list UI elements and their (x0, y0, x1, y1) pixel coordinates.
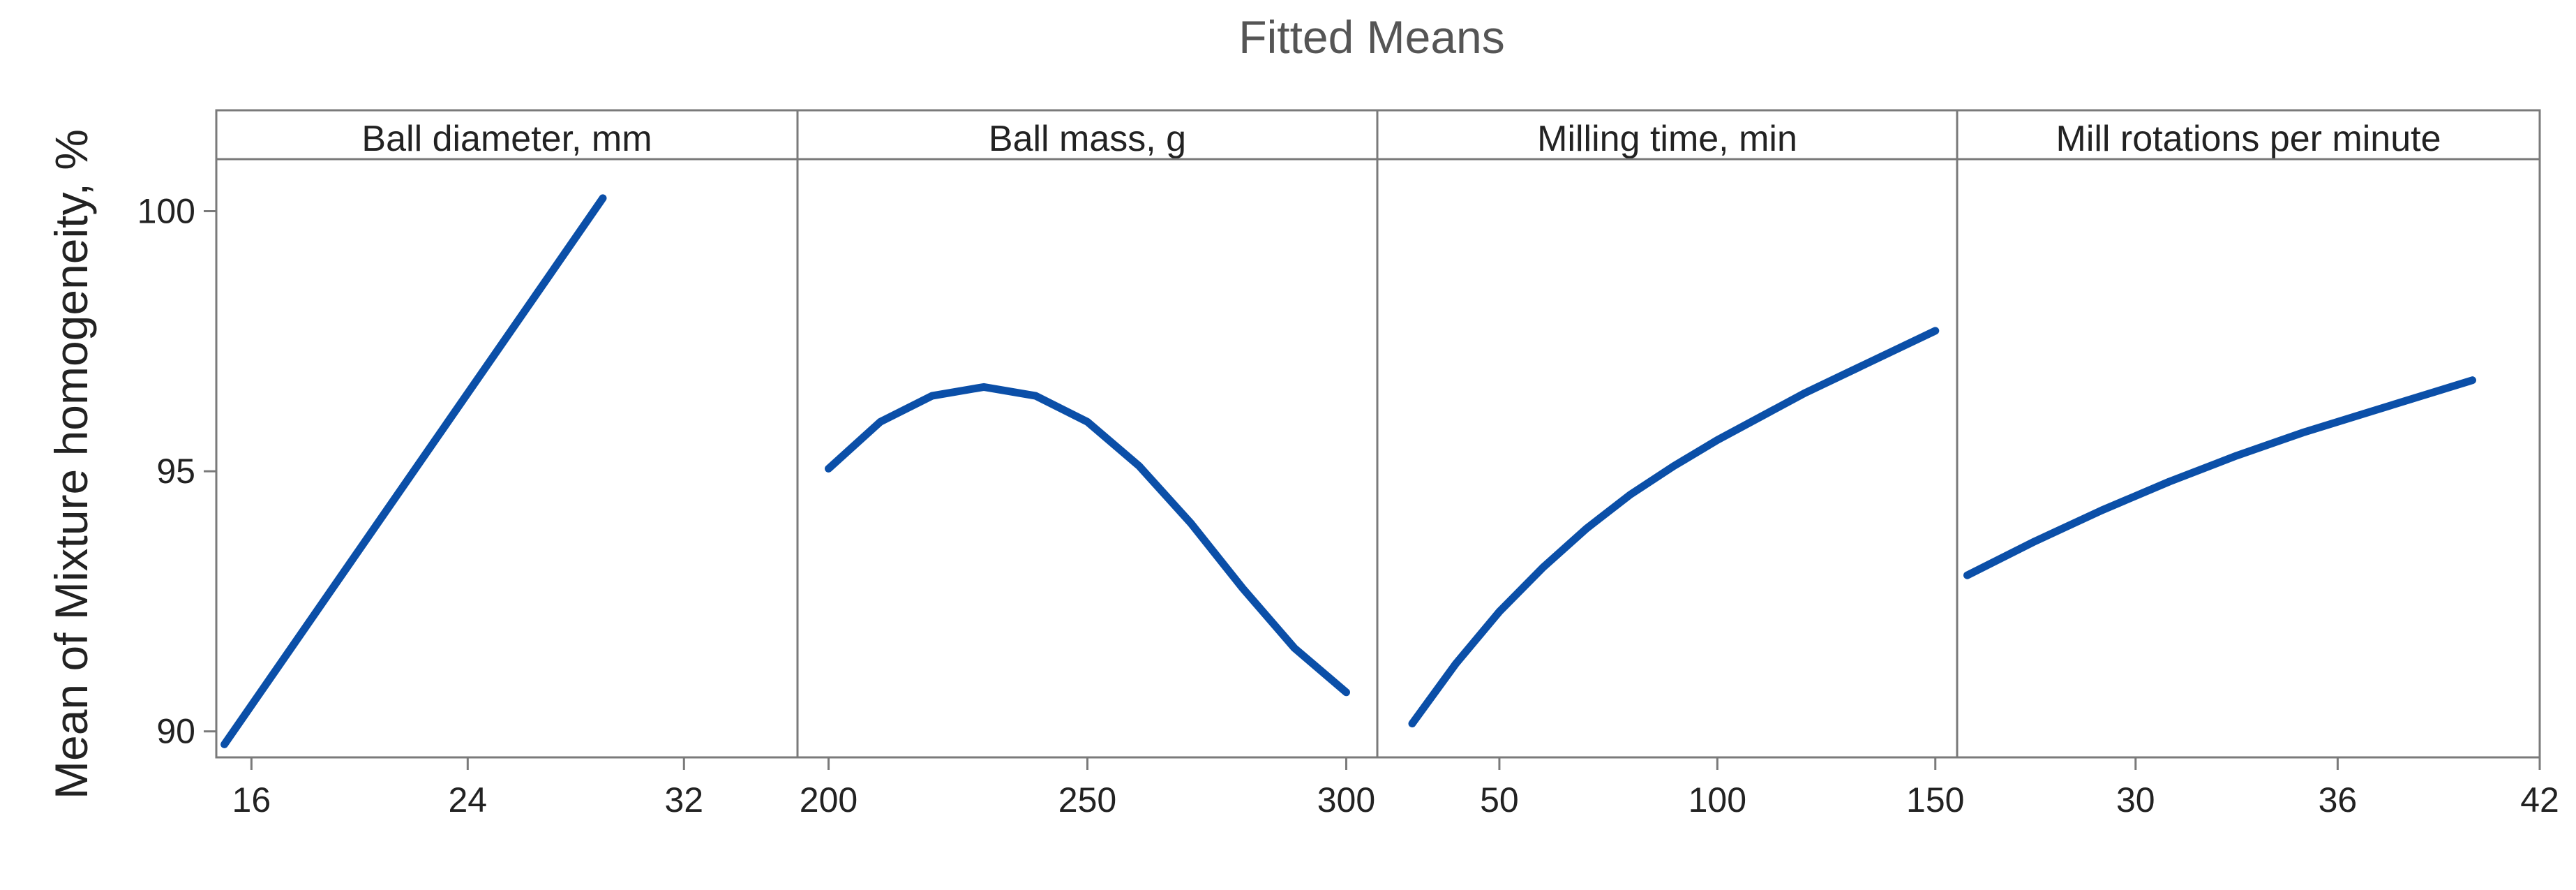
facet-panel: Milling time, min 50 100 150 (1408, 119, 1964, 819)
series-line (825, 383, 1350, 697)
series-line (1963, 376, 2476, 579)
x-tick-label: 32 (664, 780, 703, 819)
panel-label: Milling time, min (1537, 119, 1797, 159)
panel-label: Ball mass, g (989, 119, 1186, 159)
x-tick-label: 200 (800, 780, 858, 819)
x-tick-label: 300 (1317, 780, 1375, 819)
panel-label: Mill rotations per minute (2056, 119, 2441, 159)
panel-label: Ball diameter, mm (361, 119, 652, 159)
plot-frame: 90 95 100 (137, 109, 2541, 759)
x-tick-label: 36 (2319, 780, 2358, 819)
y-tick-label: 95 (156, 452, 195, 491)
x-tick-label: 16 (232, 780, 271, 819)
y-tick-label: 90 (156, 712, 195, 751)
y-tick-label: 100 (137, 192, 195, 231)
x-tick-label: 24 (449, 780, 488, 819)
chart-title: Fitted Means (1238, 11, 1505, 63)
x-tick-label: 250 (1058, 780, 1116, 819)
facet-panel: Ball mass, g 200 250 300 (800, 119, 1375, 819)
facet-panel: Mill rotations per minute 30 36 42 (1963, 119, 2559, 819)
series-line (220, 194, 607, 748)
y-axis-label: Mean of Mixture homogeneity, % (45, 129, 97, 799)
x-tick-label: 50 (1480, 780, 1519, 819)
plot-area: Ball diameter, mm 16 24 32 Ball mass, g 200 25… (137, 109, 2559, 819)
facet-panel: Ball diameter, mm 16 24 32 (220, 119, 703, 819)
series-line (1408, 327, 1940, 728)
x-tick-label: 30 (2116, 780, 2155, 819)
x-tick-label: 42 (2520, 780, 2559, 819)
x-tick-label: 100 (1688, 780, 1746, 819)
x-tick-label: 150 (1906, 780, 1964, 819)
